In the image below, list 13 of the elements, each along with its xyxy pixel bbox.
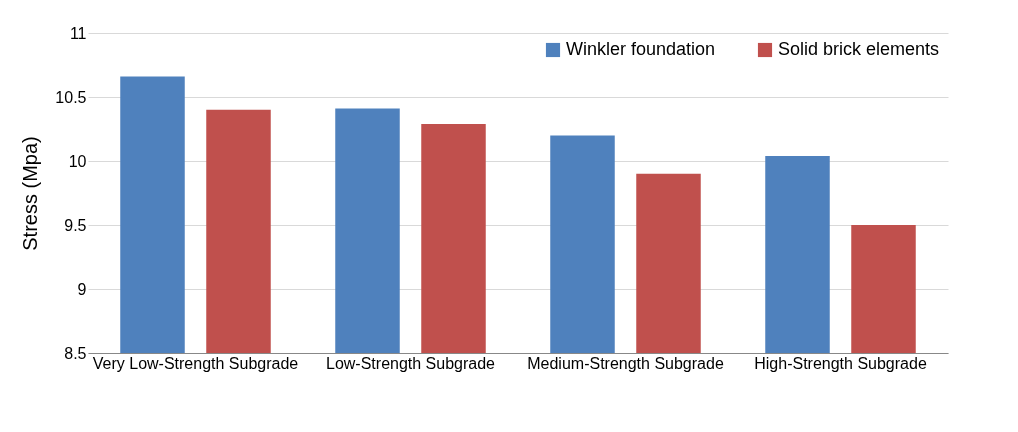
y-tick-label: 8.5 <box>64 344 87 362</box>
y-tick-label: 10.5 <box>55 88 87 106</box>
y-tick-label: 9 <box>77 280 87 298</box>
x-tick-label: High-Strength Subgrade <box>754 354 927 372</box>
legend-label: Solid brick elements <box>778 39 940 59</box>
x-tick-label: Very Low-Strength Subgrade <box>92 354 299 372</box>
legend-label: Winkler foundation <box>566 39 716 59</box>
y-axis-title: Stress (Mpa) <box>19 136 42 251</box>
y-tick-label: 9.5 <box>64 216 87 234</box>
y-tick-label: 10 <box>68 152 87 170</box>
x-tick-label: Medium-Strength Subgrade <box>527 354 724 372</box>
x-tick-label: Low-Strength Subgrade <box>326 354 496 372</box>
y-tick-label: 11 <box>69 24 87 42</box>
